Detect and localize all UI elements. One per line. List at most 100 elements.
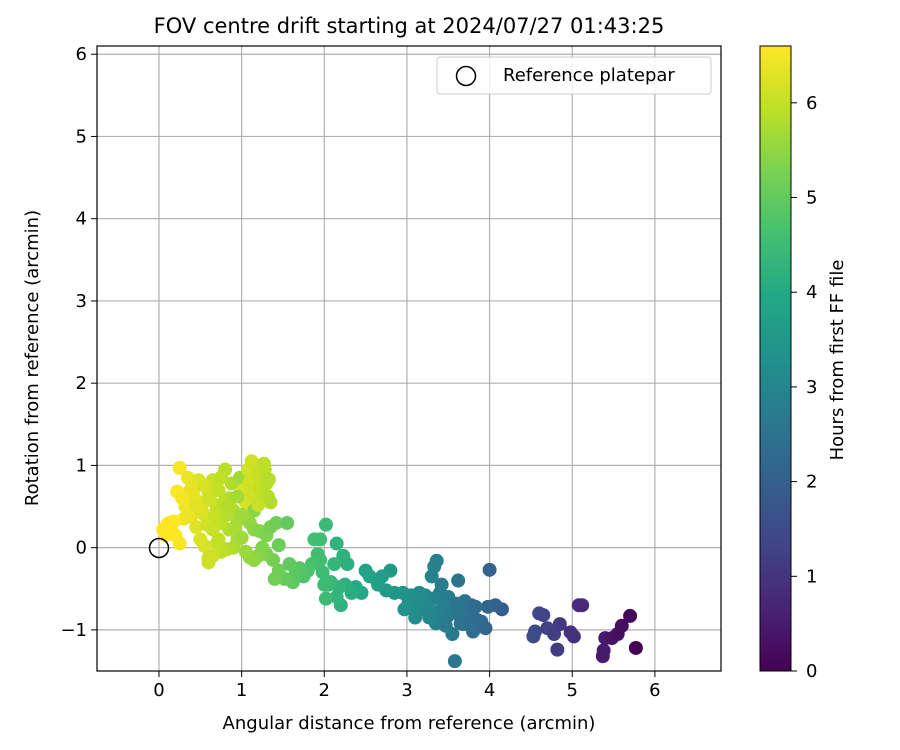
scatter-point — [536, 608, 551, 623]
scatter-point — [271, 538, 286, 553]
y-tick-label: 2 — [76, 373, 87, 394]
scatter-point — [172, 460, 187, 475]
colorbar-tick-label: 2 — [806, 472, 817, 493]
scatter-point — [213, 470, 228, 485]
scatter-point — [230, 489, 245, 504]
scatter-point — [628, 640, 643, 655]
scatter-point — [575, 598, 590, 613]
scatter-point — [318, 517, 333, 532]
scatter-point — [329, 589, 344, 604]
scatter-point — [429, 553, 444, 568]
scatter-point — [201, 550, 216, 565]
scatter-point — [256, 456, 271, 471]
scatter-point — [234, 530, 249, 545]
scatter-point — [313, 532, 328, 547]
scatter-point — [280, 515, 295, 530]
y-tick-label: 4 — [76, 209, 87, 230]
scatter-point — [267, 571, 282, 586]
y-axis-ticks: −1 0 1 2 3 4 5 6 — [60, 44, 97, 641]
scatter-point — [180, 509, 195, 524]
colorbar-tick-label: 5 — [806, 188, 817, 209]
scatter-point — [327, 557, 342, 572]
scatter-point — [358, 563, 373, 578]
scatter-point — [547, 626, 562, 641]
x-axis-ticks: 0 1 2 3 4 5 6 — [153, 671, 661, 701]
legend-box — [436, 56, 712, 95]
x-tick-label: 0 — [153, 680, 164, 701]
scatter-point — [282, 557, 297, 572]
legend-label: Reference platepar — [503, 65, 675, 86]
colorbar-tick-label: 1 — [806, 566, 817, 587]
plot-frame — [96, 45, 722, 672]
scatter-point — [596, 643, 611, 658]
x-tick-label: 3 — [401, 680, 412, 701]
legend-marker-icon — [455, 65, 477, 87]
scatter-point — [318, 591, 333, 606]
colorbar-gradient — [759, 45, 792, 672]
scatter-point — [234, 507, 249, 522]
scatter-point — [251, 497, 266, 512]
scatter-point — [468, 599, 483, 614]
colorbar-label: Hours from first FF file — [827, 260, 848, 461]
scatter-point — [269, 515, 284, 530]
scatter-point — [228, 520, 243, 535]
scatter-point — [447, 654, 462, 669]
x-tick-label: 5 — [567, 680, 578, 701]
scatter-point — [222, 499, 237, 514]
scatter-point — [208, 509, 223, 524]
scatter-point — [315, 565, 330, 580]
y-tick-label: 3 — [76, 291, 87, 312]
y-tick-label: 1 — [76, 455, 87, 476]
scatter-point — [550, 642, 565, 657]
scatter-point — [434, 577, 449, 592]
colorbar: 0 1 2 3 4 5 6 Hours from first FF file — [759, 45, 848, 682]
scatter-point — [482, 562, 497, 577]
scatter-point — [451, 573, 466, 588]
scatter-point — [238, 544, 253, 559]
scatter-point — [189, 520, 204, 535]
data-points — [156, 454, 643, 669]
y-tick-label: 0 — [76, 538, 87, 559]
scatter-point — [261, 472, 276, 487]
scatter-point — [438, 618, 453, 633]
scatter-point — [566, 629, 581, 644]
scatter-point — [480, 599, 495, 614]
legend: Reference platepar — [436, 56, 712, 95]
scatter-point — [317, 577, 332, 592]
x-axis-label: Angular distance from reference (arcmin) — [223, 713, 596, 734]
colorbar-tick-label: 3 — [806, 377, 817, 398]
scatter-point — [166, 514, 181, 529]
scatter-point — [263, 495, 278, 510]
y-tick-label: 5 — [76, 126, 87, 147]
scatter-point — [244, 454, 259, 469]
scatter-point — [197, 478, 212, 493]
scatter-point — [397, 602, 412, 617]
scatter-point — [463, 618, 478, 633]
x-tick-label: 4 — [484, 680, 495, 701]
x-tick-label: 1 — [236, 680, 247, 701]
y-axis-label: Rotation from reference (arcmin) — [22, 210, 43, 506]
scatter-point — [203, 492, 218, 507]
scatter-point — [526, 629, 541, 644]
scatter-point — [175, 491, 190, 506]
chart-title: FOV centre drift starting at 2024/07/27 … — [154, 14, 665, 38]
scatter-point — [205, 522, 220, 537]
grid-lines — [97, 46, 721, 671]
colorbar-tick-label: 4 — [806, 282, 817, 303]
scatter-point — [623, 608, 638, 623]
scatter-point — [336, 548, 351, 563]
scatter-point — [449, 596, 464, 611]
scatter-point — [193, 532, 208, 547]
y-tick-label: 6 — [76, 44, 87, 65]
scatter-point — [211, 483, 226, 498]
x-tick-label: 6 — [649, 680, 660, 701]
reference-point-marker — [148, 537, 170, 559]
scatter-point — [329, 536, 344, 551]
plot-area: 0 1 2 3 4 5 6 −1 0 1 2 3 4 5 6 — [60, 44, 722, 701]
colorbar-tick-label: 6 — [806, 93, 817, 114]
x-tick-label: 2 — [319, 680, 330, 701]
y-tick-label: −1 — [60, 620, 87, 641]
scatter-point — [614, 618, 629, 633]
colorbar-ticks: 0 1 2 3 4 5 6 — [791, 93, 817, 682]
